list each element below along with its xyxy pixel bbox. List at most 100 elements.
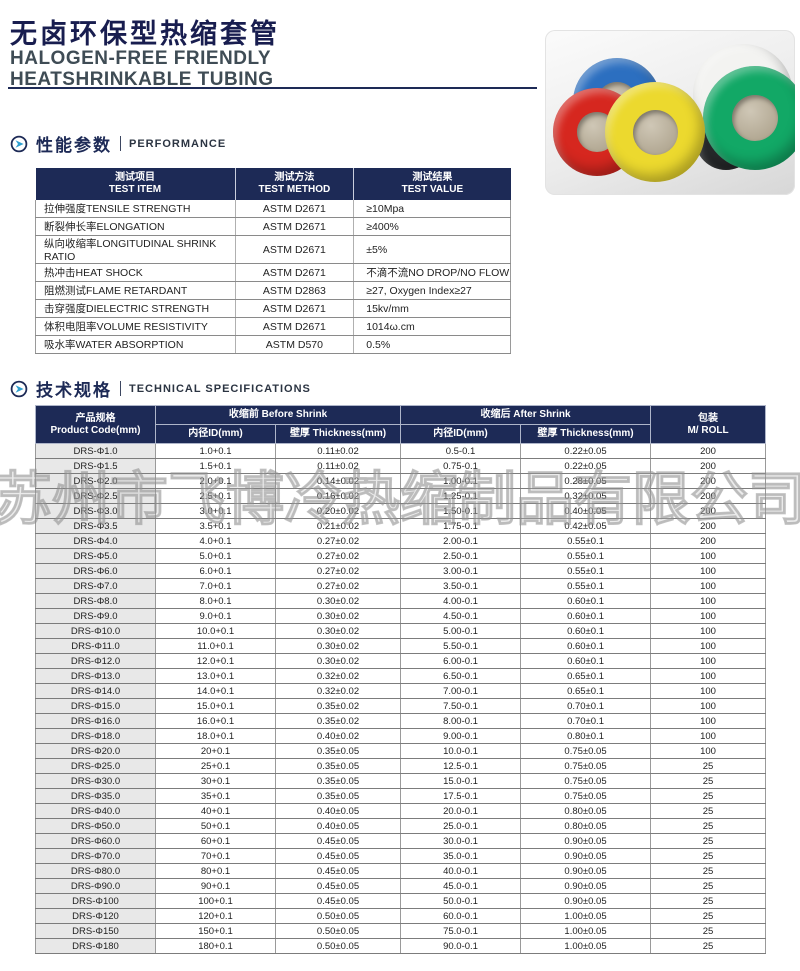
spec-cell: 0.11±0.02	[274, 458, 402, 474]
spec-cell: 0.30±0.02	[274, 623, 402, 639]
performance-cell: ASTM D2863	[234, 281, 354, 300]
spec-row: DRS-Φ14.0 14.0+0.1 0.32±0.02 7.00-0.1 0.65±0…	[35, 683, 767, 699]
spec-row: DRS-Φ60.0 60+0.1 0.45±0.05 30.0-0.1 0.90±0.0…	[35, 833, 767, 849]
spec-cell: 200	[650, 458, 767, 474]
spec-cell: 1.00±0.05	[520, 908, 652, 924]
spec-row: DRS-Φ40.0 40+0.1 0.40±0.05 20.0-0.1 0.80±0.0…	[35, 803, 767, 819]
spec-cell: 25	[650, 938, 767, 954]
section-title-divider	[120, 136, 121, 151]
subtitle-line-2: HEATSHRINKABLE TUBING	[10, 69, 274, 90]
spec-cell: 200	[650, 443, 767, 459]
spec-cell: 0.60±0.1	[520, 623, 652, 639]
spec-cell: 100	[650, 608, 767, 624]
spec-cell: 25	[650, 773, 767, 789]
spec-cell: 100	[650, 563, 767, 579]
spec-row: DRS-Φ9.0 9.0+0.1 0.30±0.02 4.50-0.1 0.60±0.1…	[35, 608, 767, 624]
performance-row: 体积电阻率VOLUME RESISTIVITY ASTM D2671 1014ω.c…	[35, 317, 511, 336]
spec-cell: 200	[650, 518, 767, 534]
spec-row: DRS-Φ16.0 16.0+0.1 0.35±0.02 8.00-0.1 0.70±0…	[35, 713, 767, 729]
spec-row: DRS-Φ35.0 35+0.1 0.35±0.05 17.5-0.1 0.75±0.0…	[35, 788, 767, 804]
spec-row: DRS-Φ20.0 20+0.1 0.35±0.05 10.0-0.1 0.75±0.0…	[35, 743, 767, 759]
spec-product-code-cell: DRS-Φ90.0	[35, 878, 156, 894]
spec-header-row-2: 内径ID(mm) 壁厚 Thickness(mm) 内径ID(mm) 壁厚 Th…	[36, 424, 766, 444]
spec-product-code-cell: DRS-Φ20.0	[35, 743, 156, 759]
spec-row: DRS-Φ120 120+0.1 0.50±0.05 60.0-0.1 1.00±0.0…	[35, 908, 767, 924]
performance-cell: ASTM D2671	[234, 299, 354, 318]
spec-product-code-cell: DRS-Φ3.0	[35, 503, 156, 519]
spec-row: DRS-Φ2.0 2.0+0.1 0.14±0.02 1.00-0.1 0.28±0.0…	[35, 473, 767, 489]
col-before-thickness: 壁厚 Thickness(mm)	[274, 424, 402, 444]
spec-cell: 0.27±0.02	[274, 578, 402, 594]
spec-row: DRS-Φ70.0 70+0.1 0.45±0.05 35.0-0.1 0.90±0.0…	[35, 848, 767, 864]
spec-cell: 11.0+0.1	[155, 638, 276, 654]
spec-row: DRS-Φ6.0 6.0+0.1 0.27±0.02 3.00-0.1 0.55±0.1…	[35, 563, 767, 579]
spec-cell: 0.90±0.05	[520, 833, 652, 849]
spec-cell: 50+0.1	[155, 818, 276, 834]
spec-cell: 0.60±0.1	[520, 593, 652, 609]
spec-product-code-cell: DRS-Φ180	[35, 938, 156, 954]
spec-row: DRS-Φ180 180+0.1 0.50±0.05 90.0-0.1 1.00±0.0…	[35, 938, 767, 954]
spec-cell: 200	[650, 473, 767, 489]
spec-product-code-cell: DRS-Φ50.0	[35, 818, 156, 834]
spec-cell: 0.55±0.1	[520, 533, 652, 549]
spec-cell: 1.0+0.1	[155, 443, 276, 459]
spec-cell: 0.70±0.1	[520, 713, 652, 729]
spec-cell: 100	[650, 653, 767, 669]
spec-cell: 100	[650, 668, 767, 684]
spec-cell: 13.0+0.1	[155, 668, 276, 684]
spec-cell: 200	[650, 488, 767, 504]
spec-cell: 0.60±0.1	[520, 638, 652, 654]
spec-product-code-cell: DRS-Φ7.0	[35, 578, 156, 594]
spec-cell: 3.00-0.1	[400, 563, 522, 579]
spec-cell: 50.0-0.1	[400, 893, 522, 909]
spec-cell: 3.50-0.1	[400, 578, 522, 594]
spec-cell: 2.5+0.1	[155, 488, 276, 504]
spec-product-code-cell: DRS-Φ30.0	[35, 773, 156, 789]
performance-table-body: 拉伸强度TENSILE STRENGTH ASTM D2671 ≥10Mpa 断裂伸长…	[35, 200, 511, 354]
col-test-value: 测试结果 TEST VALUE	[353, 168, 511, 200]
spec-cell: 12.5-0.1	[400, 758, 522, 774]
specs-title-cn: 技术规格	[36, 381, 112, 400]
spec-cell: 25	[650, 833, 767, 849]
spec-cell: 100	[650, 683, 767, 699]
spec-cell: 0.42±0.05	[520, 518, 652, 534]
spec-cell: 100	[650, 593, 767, 609]
spec-cell: 0.27±0.02	[274, 548, 402, 564]
spec-cell: 20+0.1	[155, 743, 276, 759]
performance-cell: 纵向收缩率LONGITUDINAL SHRINK RATIO	[35, 235, 235, 264]
spec-cell: 14.0+0.1	[155, 683, 276, 699]
spec-cell: 45.0-0.1	[400, 878, 522, 894]
spec-cell: 25	[650, 803, 767, 819]
spec-table: 产品规格 Product Code(mm) 收缩前 Before Shrink …	[35, 405, 767, 954]
spec-cell: 40.0-0.1	[400, 863, 522, 879]
performance-cell: 热冲击HEAT SHOCK	[35, 263, 235, 282]
spec-cell: 15.0+0.1	[155, 698, 276, 714]
spec-cell: 8.0+0.1	[155, 593, 276, 609]
spec-cell: 25+0.1	[155, 758, 276, 774]
spec-product-code-cell: DRS-Φ2.0	[35, 473, 156, 489]
spec-cell: 100	[650, 578, 767, 594]
spec-product-code-cell: DRS-Φ60.0	[35, 833, 156, 849]
spec-row: DRS-Φ3.5 3.5+0.1 0.21±0.02 1.75-0.1 0.42±0.0…	[35, 518, 767, 534]
spec-cell: 9.00-0.1	[400, 728, 522, 744]
spec-product-code-cell: DRS-Φ16.0	[35, 713, 156, 729]
spec-cell: 35.0-0.1	[400, 848, 522, 864]
performance-cell: 15kv/mm	[353, 299, 511, 318]
spec-cell: 0.45±0.05	[274, 893, 402, 909]
spec-cell: 0.40±0.05	[274, 803, 402, 819]
spec-cell: 6.00-0.1	[400, 653, 522, 669]
spec-row: DRS-Φ10.0 10.0+0.1 0.30±0.02 5.00-0.1 0.60±0…	[35, 623, 767, 639]
arrow-circle-icon	[10, 135, 28, 152]
spec-cell: 30+0.1	[155, 773, 276, 789]
col-before-shrink: 收缩前 Before Shrink	[154, 405, 402, 425]
spec-cell: 0.80±0.1	[520, 728, 652, 744]
spec-cell: 25	[650, 878, 767, 894]
spec-product-code-cell: DRS-Φ70.0	[35, 848, 156, 864]
spec-cell: 7.00-0.1	[400, 683, 522, 699]
performance-cell: ±5%	[353, 235, 511, 264]
spec-cell: 0.55±0.1	[520, 548, 652, 564]
col-package-en: M/ ROLL	[687, 424, 729, 436]
roll-core	[632, 109, 678, 155]
spec-product-code-cell: DRS-Φ15.0	[35, 698, 156, 714]
performance-row: 纵向收缩率LONGITUDINAL SHRINK RATIO ASTM D2671…	[35, 235, 511, 264]
